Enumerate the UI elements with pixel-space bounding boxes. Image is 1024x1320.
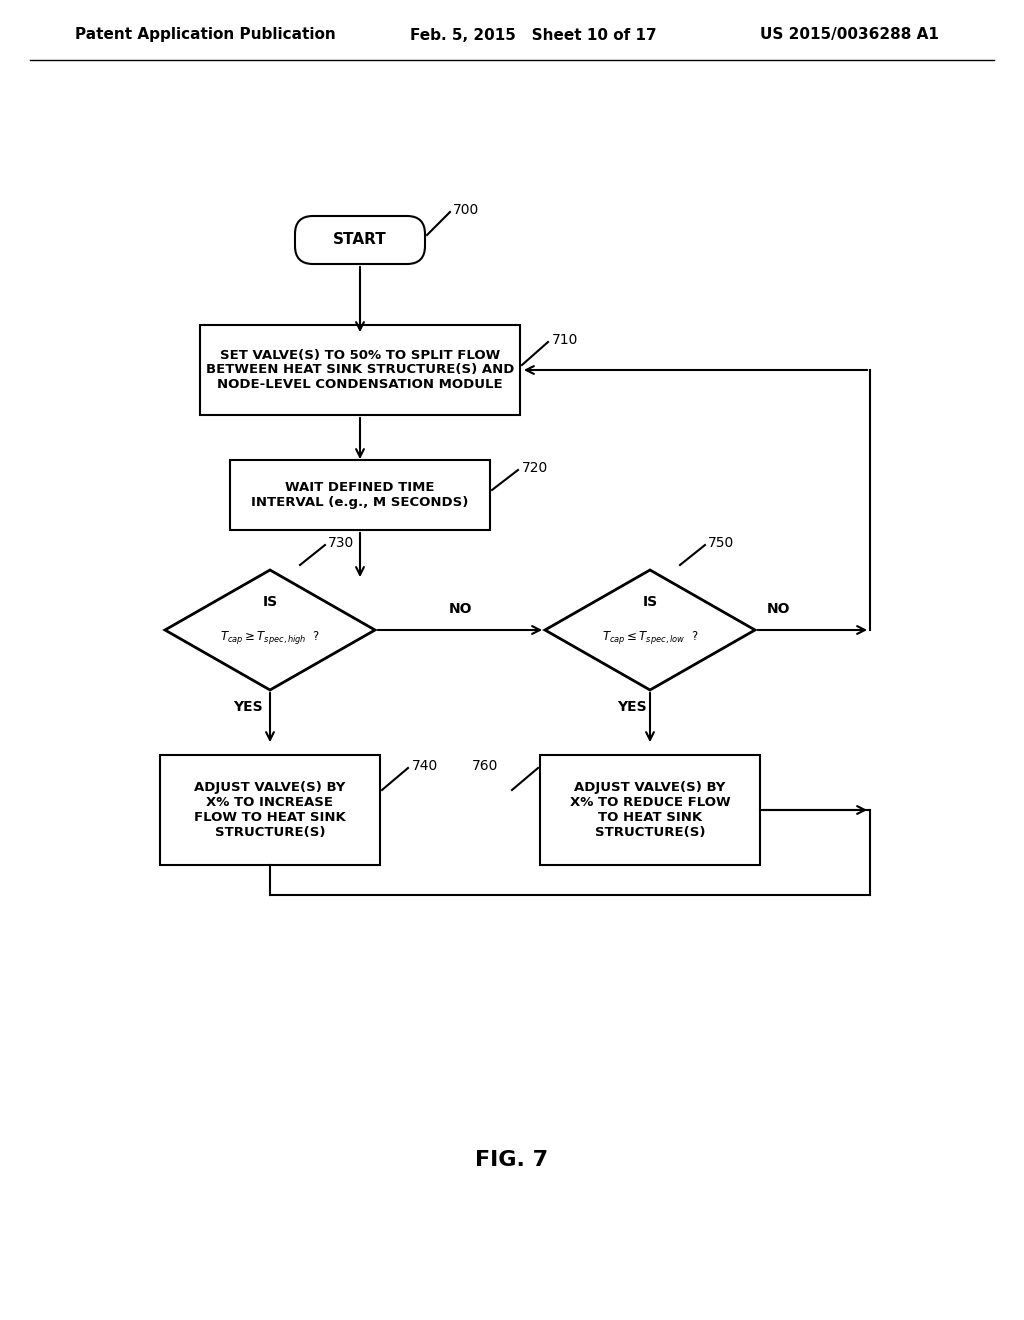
Text: $T_{cap} \leq T_{spec,low}$  ?: $T_{cap} \leq T_{spec,low}$ ? bbox=[602, 630, 698, 647]
Text: 740: 740 bbox=[412, 759, 438, 774]
Text: FIG. 7: FIG. 7 bbox=[475, 1150, 549, 1170]
Text: IS: IS bbox=[262, 595, 278, 609]
Text: WAIT DEFINED TIME
INTERVAL (e.g., M SECONDS): WAIT DEFINED TIME INTERVAL (e.g., M SECO… bbox=[251, 480, 469, 510]
Text: Feb. 5, 2015   Sheet 10 of 17: Feb. 5, 2015 Sheet 10 of 17 bbox=[410, 28, 656, 42]
Text: 700: 700 bbox=[453, 203, 479, 216]
Text: 710: 710 bbox=[552, 333, 579, 347]
Text: SET VALVE(S) TO 50% TO SPLIT FLOW
BETWEEN HEAT SINK STRUCTURE(S) AND
NODE-LEVEL : SET VALVE(S) TO 50% TO SPLIT FLOW BETWEE… bbox=[206, 348, 514, 392]
Text: IS: IS bbox=[642, 595, 657, 609]
Text: NO: NO bbox=[767, 602, 791, 616]
Text: 760: 760 bbox=[472, 759, 499, 774]
Text: ADJUST VALVE(S) BY
X% TO INCREASE
FLOW TO HEAT SINK
STRUCTURE(S): ADJUST VALVE(S) BY X% TO INCREASE FLOW T… bbox=[195, 781, 346, 840]
Polygon shape bbox=[545, 570, 755, 690]
Text: Patent Application Publication: Patent Application Publication bbox=[75, 28, 336, 42]
Text: 730: 730 bbox=[328, 536, 354, 550]
Text: 750: 750 bbox=[708, 536, 734, 550]
Bar bbox=[200, 325, 520, 414]
Text: US 2015/0036288 A1: US 2015/0036288 A1 bbox=[760, 28, 939, 42]
Text: START: START bbox=[333, 232, 387, 248]
Text: ADJUST VALVE(S) BY
X% TO REDUCE FLOW
TO HEAT SINK
STRUCTURE(S): ADJUST VALVE(S) BY X% TO REDUCE FLOW TO … bbox=[569, 781, 730, 840]
Bar bbox=[230, 459, 490, 531]
Polygon shape bbox=[165, 570, 375, 690]
Bar bbox=[540, 755, 760, 865]
Text: YES: YES bbox=[233, 700, 263, 714]
Text: 720: 720 bbox=[522, 461, 548, 475]
Text: $T_{cap} \geq T_{spec,high}$  ?: $T_{cap} \geq T_{spec,high}$ ? bbox=[220, 630, 321, 647]
Text: NO: NO bbox=[449, 602, 472, 616]
FancyBboxPatch shape bbox=[295, 216, 425, 264]
Bar bbox=[160, 755, 380, 865]
Text: YES: YES bbox=[617, 700, 647, 714]
